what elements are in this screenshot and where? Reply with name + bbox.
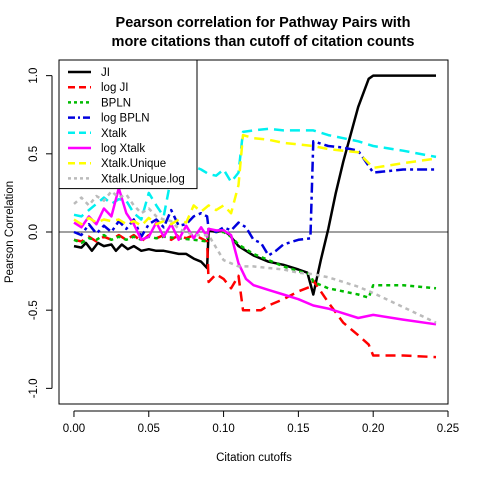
y-tick-label: -0.5 xyxy=(28,300,40,320)
x-tick-label: 0.25 xyxy=(437,423,459,435)
legend-label: log Xtalk xyxy=(101,143,145,155)
series-layer xyxy=(73,74,437,359)
series-line-xtalk-unique-log xyxy=(73,190,437,324)
legend-label: log JI xyxy=(101,82,129,94)
legend-label: BPLN xyxy=(101,97,131,109)
y-tick-label: 1.0 xyxy=(28,68,40,84)
y-tick-label: -1.0 xyxy=(28,378,40,398)
series-line-log-ji xyxy=(73,233,437,359)
series-line-log-xtalk xyxy=(73,186,437,326)
legend-label: Xtalk xyxy=(101,128,127,140)
legend-box xyxy=(58,59,198,190)
legend: JI log JI BPLN log BPLN Xtalk log Xtalk Xtalk.… xyxy=(58,59,198,190)
chart-title-line-1: Pearson correlation for Pathway Pairs wi… xyxy=(116,15,411,31)
chart-title-line-2: more citations than cutoff of citation c… xyxy=(112,34,415,50)
legend-label: Xtalk.Unique xyxy=(101,158,166,170)
x-tick-label: 0.00 xyxy=(63,423,85,435)
y-axis: -1.0 -0.5 0.0 0.5 1.0 xyxy=(28,68,53,398)
series-line-xtalk-unique xyxy=(73,133,437,227)
legend-label: JI xyxy=(101,67,110,79)
x-axis-label: Citation cutoffs xyxy=(216,452,292,464)
x-tick-label: 0.15 xyxy=(287,423,309,435)
x-tick-label: 0.10 xyxy=(212,423,234,435)
y-tick-label: 0.0 xyxy=(28,224,40,240)
x-axis: 0.00 0.05 0.10 0.15 0.20 0.25 xyxy=(63,410,459,435)
x-tick-label: 0.20 xyxy=(362,423,384,435)
series-line-bpln xyxy=(73,227,437,299)
y-axis-label: Pearson Correlation xyxy=(4,181,16,283)
plot-frame xyxy=(58,59,449,405)
legend-label: log BPLN xyxy=(101,113,150,125)
y-tick-label: 0.5 xyxy=(28,146,40,162)
x-tick-label: 0.05 xyxy=(138,423,160,435)
legend-label: Xtalk.Unique.log xyxy=(101,173,185,185)
